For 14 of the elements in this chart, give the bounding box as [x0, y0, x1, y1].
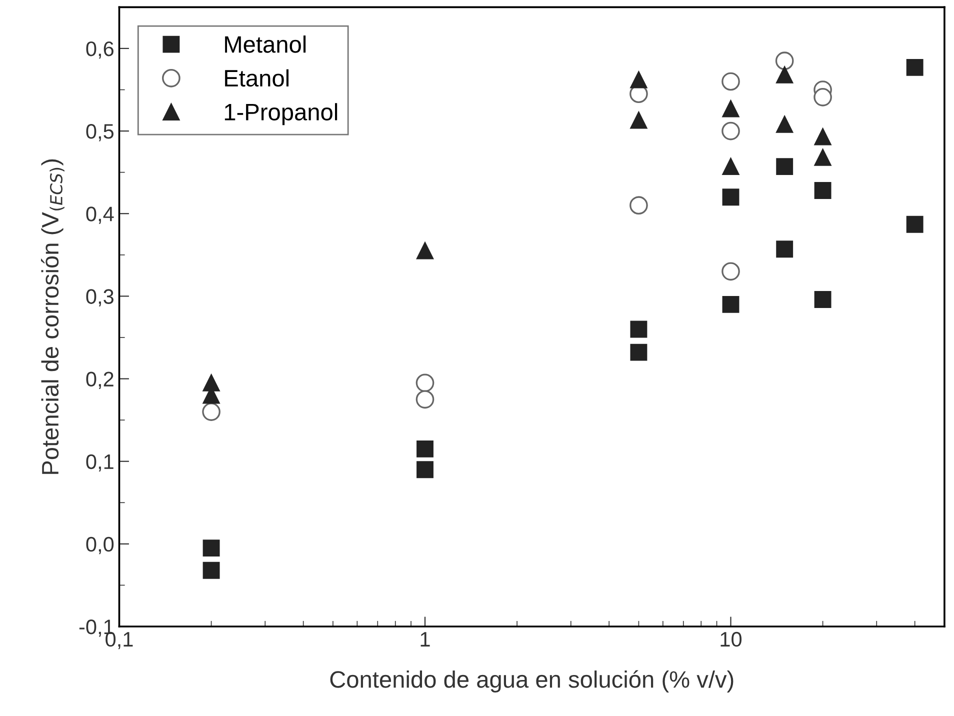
legend-label: Etanol: [225, 69, 289, 87]
y-tick-label: 0,0: [86, 536, 114, 554]
y-tick-label: 0,4: [86, 206, 114, 224]
y-tick-label: 0,6: [86, 41, 114, 59]
y-tick-label: 0,2: [86, 372, 114, 389]
x-axis-title: Contenido de agua en solución (% v/v): [330, 670, 734, 693]
x-tick-label: 10: [720, 632, 742, 647]
x-tick-label: 1: [420, 632, 430, 646]
legend-label: Metanol: [225, 35, 306, 53]
y-axis-title: Potencial de corrosión (V$_{(ECS)}$): [40, 159, 64, 474]
y-tick-label: 0,3: [86, 289, 114, 306]
legend-label: 1-Propanol: [224, 103, 338, 126]
y-tick-label: 0,1: [86, 454, 114, 472]
y-tick-label: 0,5: [86, 124, 114, 142]
